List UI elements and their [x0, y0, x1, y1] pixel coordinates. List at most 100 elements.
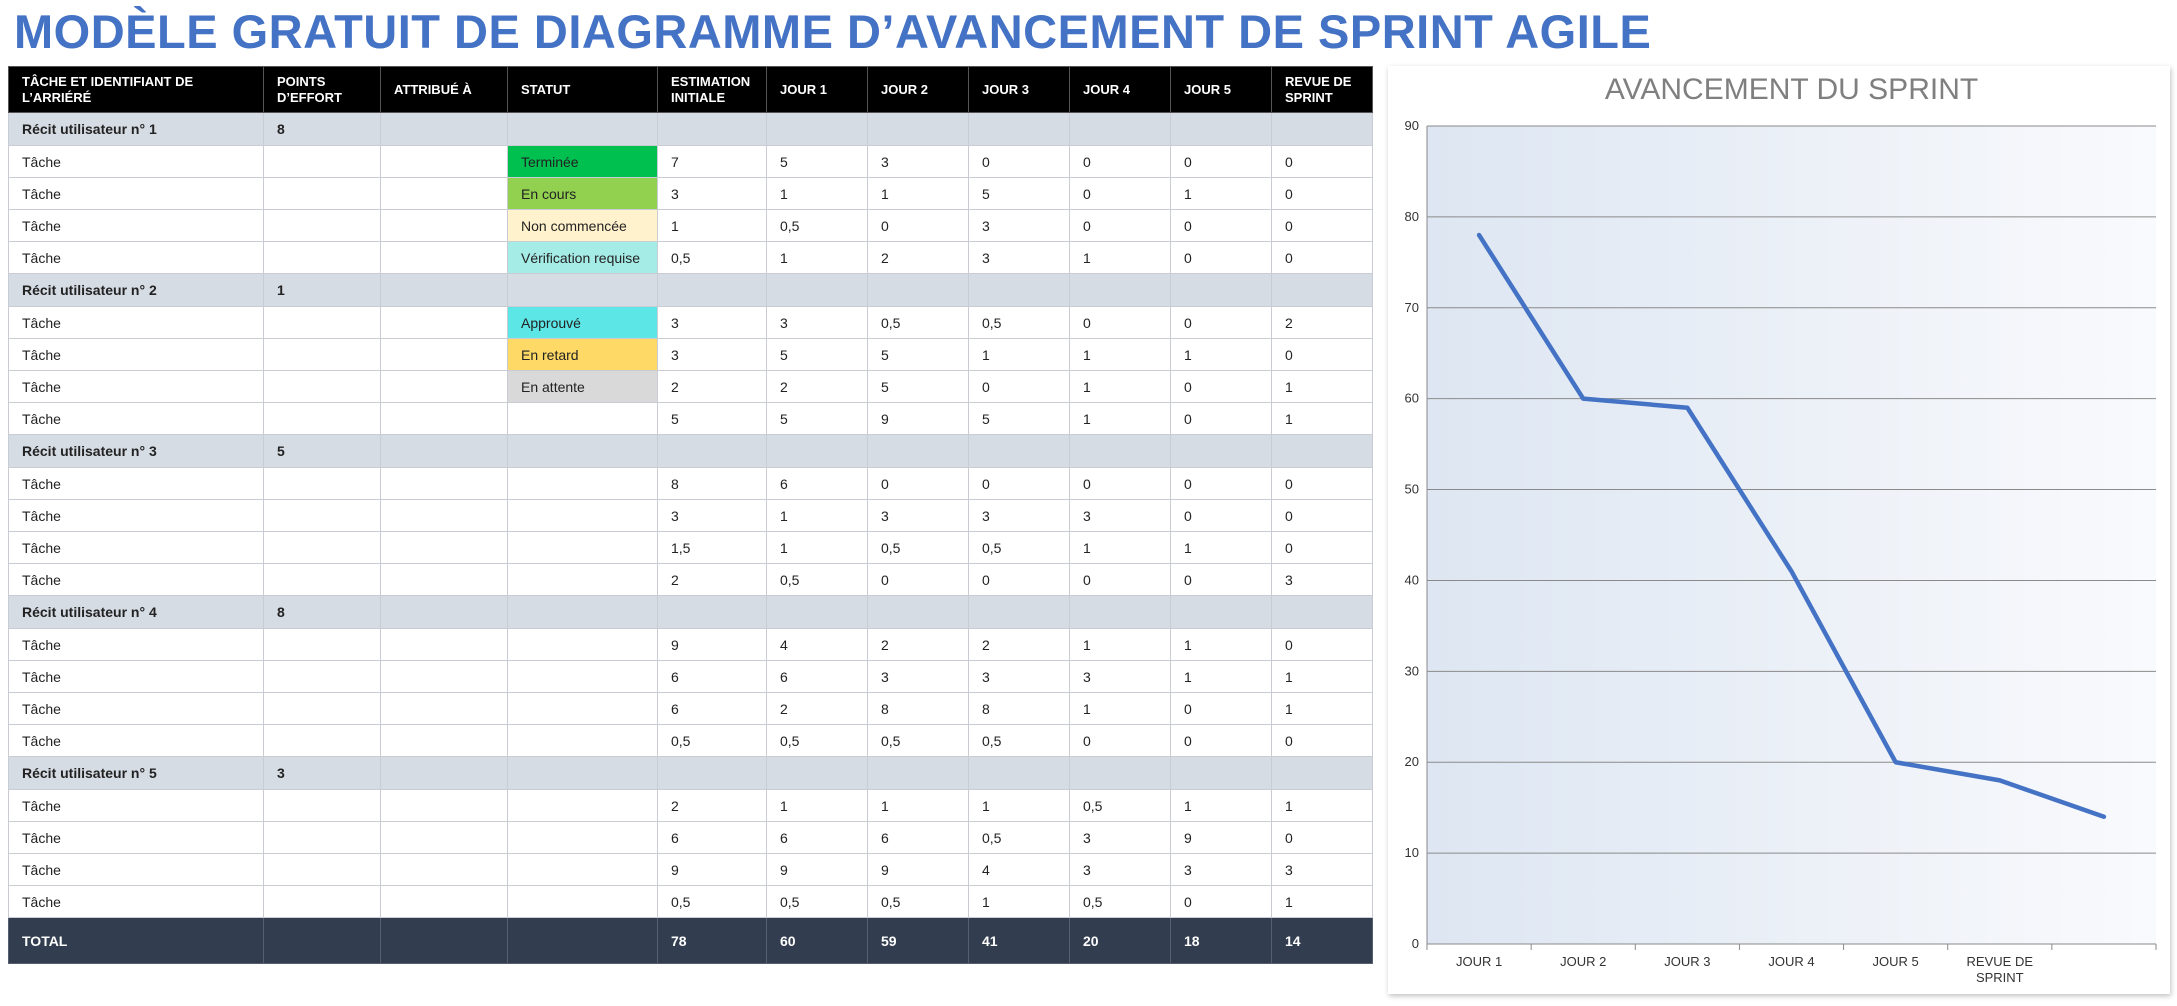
empty-cell[interactable] — [1271, 595, 1373, 629]
value-cell[interactable]: 1 — [1069, 370, 1171, 403]
value-cell[interactable]: 1 — [867, 789, 969, 822]
value-cell[interactable]: 0 — [1170, 467, 1272, 500]
empty-cell[interactable] — [657, 595, 767, 629]
empty-cell[interactable] — [1271, 273, 1373, 307]
status-cell[interactable]: Vérification requise — [507, 241, 658, 274]
value-cell[interactable]: 3 — [968, 660, 1070, 693]
value-cell[interactable]: 1 — [1170, 177, 1272, 210]
value-cell[interactable]: 0 — [1170, 145, 1272, 178]
value-cell[interactable]: 8 — [968, 692, 1070, 725]
status-cell[interactable] — [507, 692, 658, 725]
task-name-cell[interactable]: Tâche — [8, 499, 264, 532]
value-cell[interactable]: 3 — [1069, 660, 1171, 693]
effort-points-cell[interactable]: 1 — [263, 273, 381, 307]
value-cell[interactable]: 6 — [766, 467, 868, 500]
effort-points-cell[interactable] — [263, 402, 381, 435]
value-cell[interactable]: 0,5 — [968, 821, 1070, 854]
value-cell[interactable]: 0 — [1170, 563, 1272, 596]
empty-cell[interactable] — [968, 756, 1070, 790]
value-cell[interactable]: 0 — [1271, 209, 1373, 242]
task-name-cell[interactable]: Tâche — [8, 692, 264, 725]
empty-cell[interactable] — [766, 756, 868, 790]
value-cell[interactable]: 9 — [867, 853, 969, 886]
task-name-cell[interactable]: Tâche — [8, 628, 264, 661]
task-name-cell[interactable]: Tâche — [8, 821, 264, 854]
value-cell[interactable]: 3 — [867, 145, 969, 178]
effort-points-cell[interactable] — [263, 306, 381, 339]
value-cell[interactable]: 5 — [766, 338, 868, 371]
status-cell[interactable] — [507, 724, 658, 757]
empty-cell[interactable] — [507, 112, 658, 146]
value-cell[interactable]: 0,5 — [766, 563, 868, 596]
effort-points-cell[interactable] — [263, 724, 381, 757]
value-cell[interactable]: 0 — [1271, 177, 1373, 210]
value-cell[interactable]: 1 — [766, 789, 868, 822]
value-cell[interactable]: 1 — [766, 499, 868, 532]
assigned-to-cell[interactable] — [380, 789, 508, 822]
empty-cell[interactable] — [1170, 273, 1272, 307]
value-cell[interactable]: 3 — [657, 177, 767, 210]
effort-points-cell[interactable] — [263, 821, 381, 854]
value-cell[interactable]: 8 — [657, 467, 767, 500]
value-cell[interactable]: 1 — [968, 789, 1070, 822]
empty-cell[interactable] — [968, 434, 1070, 468]
empty-cell[interactable] — [1170, 756, 1272, 790]
value-cell[interactable]: 0,5 — [766, 209, 868, 242]
value-cell[interactable]: 5 — [968, 177, 1070, 210]
empty-cell[interactable] — [657, 273, 767, 307]
value-cell[interactable]: 9 — [766, 853, 868, 886]
empty-cell[interactable] — [968, 595, 1070, 629]
value-cell[interactable]: 3 — [657, 306, 767, 339]
status-cell[interactable]: Terminée — [507, 145, 658, 178]
story-name-cell[interactable]: Récit utilisateur n° 5 — [8, 756, 264, 790]
value-cell[interactable]: 0 — [1069, 209, 1171, 242]
task-name-cell[interactable]: Tâche — [8, 370, 264, 403]
empty-cell[interactable] — [1170, 595, 1272, 629]
empty-cell[interactable] — [657, 756, 767, 790]
value-cell[interactable]: 6 — [657, 692, 767, 725]
assigned-to-cell[interactable] — [380, 145, 508, 178]
value-cell[interactable]: 0 — [1271, 628, 1373, 661]
value-cell[interactable]: 5 — [867, 338, 969, 371]
value-cell[interactable]: 1 — [1170, 628, 1272, 661]
empty-cell[interactable] — [507, 434, 658, 468]
assigned-to-cell[interactable] — [380, 563, 508, 596]
task-name-cell[interactable]: Tâche — [8, 660, 264, 693]
assigned-to-cell[interactable] — [380, 853, 508, 886]
empty-cell[interactable] — [380, 273, 508, 307]
task-name-cell[interactable]: Tâche — [8, 789, 264, 822]
task-name-cell[interactable]: Tâche — [8, 853, 264, 886]
effort-points-cell[interactable] — [263, 853, 381, 886]
value-cell[interactable]: 0,5 — [766, 885, 868, 918]
value-cell[interactable]: 2 — [867, 241, 969, 274]
empty-cell[interactable] — [1069, 434, 1171, 468]
value-cell[interactable]: 0 — [1170, 692, 1272, 725]
value-cell[interactable]: 1 — [766, 241, 868, 274]
effort-points-cell[interactable]: 8 — [263, 595, 381, 629]
effort-points-cell[interactable] — [263, 531, 381, 564]
empty-cell[interactable] — [1271, 756, 1373, 790]
value-cell[interactable]: 1 — [1069, 402, 1171, 435]
value-cell[interactable]: 0,5 — [968, 531, 1070, 564]
status-cell[interactable]: En attente — [507, 370, 658, 403]
value-cell[interactable]: 3 — [657, 499, 767, 532]
effort-points-cell[interactable]: 8 — [263, 112, 381, 146]
task-name-cell[interactable]: Tâche — [8, 724, 264, 757]
assigned-to-cell[interactable] — [380, 306, 508, 339]
value-cell[interactable]: 0 — [968, 467, 1070, 500]
value-cell[interactable]: 0 — [867, 467, 969, 500]
value-cell[interactable]: 0 — [1069, 467, 1171, 500]
status-cell[interactable] — [507, 531, 658, 564]
value-cell[interactable]: 1 — [1271, 370, 1373, 403]
value-cell[interactable]: 0 — [1170, 209, 1272, 242]
value-cell[interactable]: 0 — [1170, 724, 1272, 757]
value-cell[interactable]: 1 — [657, 209, 767, 242]
value-cell[interactable]: 0 — [1069, 724, 1171, 757]
assigned-to-cell[interactable] — [380, 531, 508, 564]
value-cell[interactable]: 0,5 — [1069, 789, 1171, 822]
effort-points-cell[interactable] — [263, 177, 381, 210]
status-cell[interactable] — [507, 563, 658, 596]
value-cell[interactable]: 1 — [1170, 338, 1272, 371]
value-cell[interactable]: 0,5 — [657, 241, 767, 274]
value-cell[interactable]: 2 — [657, 563, 767, 596]
